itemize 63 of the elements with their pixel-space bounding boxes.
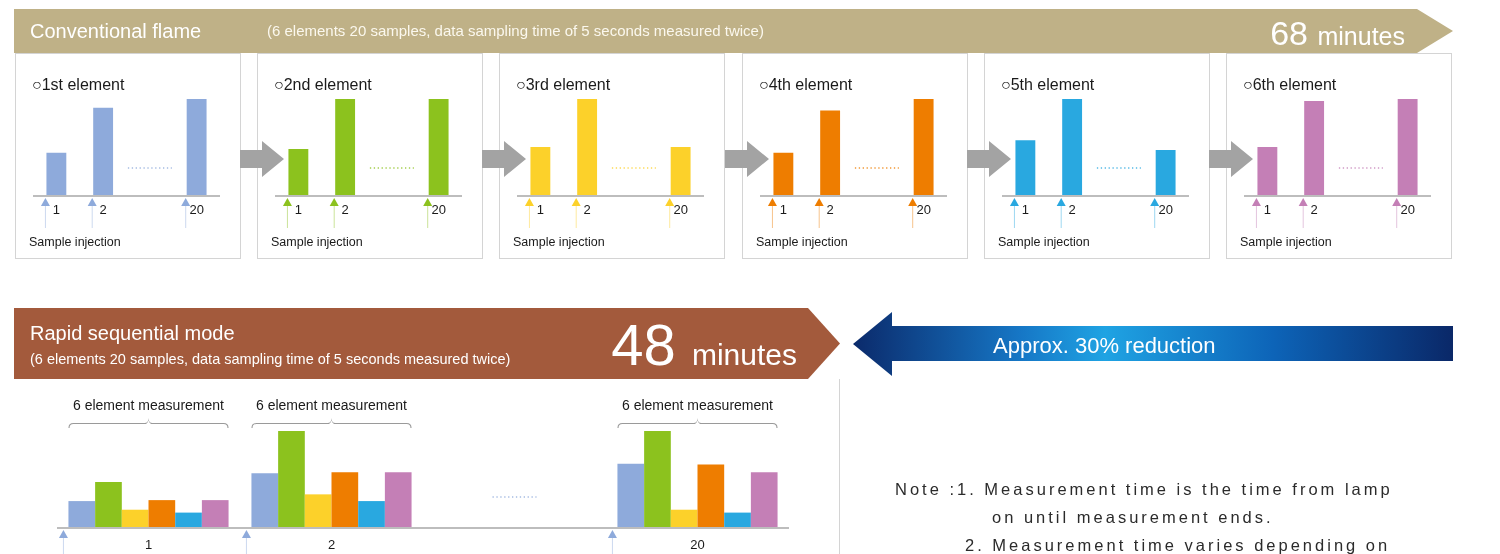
x-axis-title: Sample injection: [513, 235, 605, 249]
x-tick-label: 2: [583, 202, 591, 218]
bar: [697, 464, 725, 527]
chart-title: ○5th element: [1001, 75, 1095, 93]
x-tick-label: 2: [327, 537, 336, 553]
text: Note :1. Measurement time is the time from lamp on until measurement ends.: [895, 479, 1394, 528]
x-tick-label: 1: [779, 202, 787, 218]
chart-title: ○4th element: [759, 75, 853, 93]
text: (6 elements 20 samples, data sampling time of 5 seconds measured twice): [267, 21, 764, 41]
x-tick-label: 1: [1263, 202, 1271, 218]
bar: [175, 512, 202, 527]
bar: [670, 509, 698, 527]
x-tick-label: 2: [99, 202, 107, 218]
bar: [251, 473, 279, 527]
bar: [95, 481, 122, 527]
x-axis-title: Sample injection: [1240, 235, 1332, 249]
x-axis-title: Sample injection: [756, 235, 848, 249]
bar: [358, 501, 385, 527]
bar: [201, 500, 229, 527]
x-tick-label: 2: [826, 202, 834, 218]
chart-title: ○3rd element: [516, 75, 611, 93]
bar: [278, 431, 305, 527]
bar: [644, 431, 671, 527]
bar: [331, 472, 359, 527]
x-tick-label: 20: [1400, 202, 1415, 218]
x-tick-label: 20: [673, 202, 688, 218]
x-tick-label: 2: [1068, 202, 1076, 218]
bar: [148, 500, 176, 527]
text: Approx. 30% reduction: [993, 332, 1216, 360]
x-axis-title: Sample injection: [271, 235, 363, 249]
x-tick-label: 1: [536, 202, 544, 218]
text: 6 element measurement: [622, 397, 774, 413]
chart-title: ○1st element: [32, 75, 125, 93]
text: (6 elements 20 samples, data sampling time of 5 seconds measured twice): [30, 350, 511, 369]
bar: [750, 472, 778, 527]
bar: [121, 509, 149, 527]
x-tick-label: 1: [52, 202, 60, 218]
text: Rapid sequential mode: [30, 321, 235, 345]
bar: [68, 501, 96, 527]
bar: [617, 463, 645, 527]
x-tick-label: 1: [1021, 202, 1029, 218]
x-axis-title: Sample injection: [998, 235, 1090, 249]
x-tick-label: 2: [1310, 202, 1318, 218]
text: 6 element measurement: [256, 397, 408, 413]
x-axis-title: Sample injection: [29, 235, 121, 249]
x-tick-label: 20: [690, 537, 705, 553]
x-tick-label: 20: [916, 202, 931, 218]
bar: [304, 494, 332, 527]
text: 48 minutes: [611, 312, 797, 377]
x-tick-label: 20: [1158, 202, 1173, 218]
bar: [384, 472, 412, 527]
chart-title: ○2nd element: [274, 75, 373, 93]
text: 6 element measurement: [73, 397, 225, 413]
bar: [724, 512, 751, 527]
x-tick-label: 2: [341, 202, 349, 218]
text: 2. Measurement time varies depending on: [964, 535, 1392, 554]
x-tick-label: 20: [189, 202, 204, 218]
text: 68 minutes: [1270, 14, 1405, 52]
x-tick-label: 1: [294, 202, 302, 218]
x-tick-label: 1: [144, 537, 153, 553]
text: Conventional flame: [30, 19, 202, 44]
x-tick-label: 20: [431, 202, 446, 218]
chart-title: ○6th element: [1243, 75, 1337, 93]
